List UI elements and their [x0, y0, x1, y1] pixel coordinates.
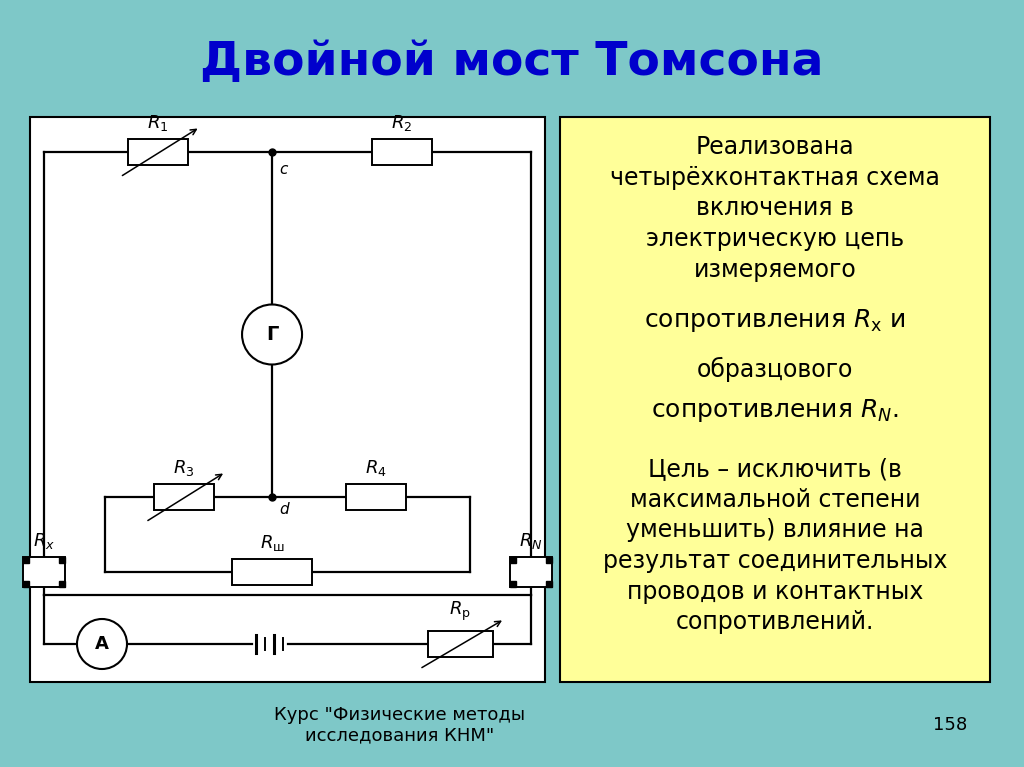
Text: сопротивления $\mathit{R}_N$.: сопротивления $\mathit{R}_N$. [651, 397, 899, 424]
Text: $R_1$: $R_1$ [147, 113, 169, 133]
FancyBboxPatch shape [560, 117, 990, 682]
Bar [510, 557, 552, 587]
Text: $R_N$: $R_N$ [519, 531, 543, 551]
Bar [546, 581, 552, 587]
Text: $R_x$: $R_x$ [33, 531, 55, 551]
Text: d: d [280, 502, 289, 517]
Bar [59, 557, 65, 563]
Text: 158: 158 [933, 716, 967, 734]
Bar [510, 581, 516, 587]
Text: A: A [95, 635, 109, 653]
Bar [510, 557, 516, 563]
Bar [546, 557, 552, 563]
Bar [427, 631, 493, 657]
Bar [346, 484, 407, 510]
Text: Цель – исключить (в
максимальной степени
уменьшить) влияние на
результат соедини: Цель – исключить (в максимальной степени… [603, 457, 947, 634]
Text: образцового: образцового [696, 357, 853, 382]
Text: Г: Г [266, 325, 279, 344]
FancyBboxPatch shape [30, 117, 545, 682]
Circle shape [77, 619, 127, 669]
Text: $R_3$: $R_3$ [173, 458, 195, 478]
Bar [23, 557, 29, 563]
Text: $R_\mathrm{р}$: $R_\mathrm{р}$ [450, 600, 471, 623]
Bar [128, 139, 188, 165]
Text: Двойной мост Томсона: Двойной мост Томсона [201, 39, 823, 84]
Text: c: c [280, 162, 288, 177]
Text: $R_2$: $R_2$ [391, 113, 412, 133]
Text: $R_\mathrm{ш}$: $R_\mathrm{ш}$ [259, 533, 285, 553]
Text: $R_4$: $R_4$ [366, 458, 387, 478]
Text: Реализована
четырёхконтактная схема
включения в
электрическую цепь
измеряемого: Реализована четырёхконтактная схема вклю… [610, 135, 940, 281]
Text: Курс "Физические методы
исследования КНМ": Курс "Физические методы исследования КНМ… [274, 706, 525, 745]
Circle shape [242, 304, 302, 364]
Bar [154, 484, 214, 510]
Text: сопротивления $\mathit{R}_\mathrm{x}$ и: сопротивления $\mathit{R}_\mathrm{x}$ и [644, 307, 905, 334]
Bar [23, 557, 65, 587]
Bar [372, 139, 431, 165]
Bar [232, 559, 312, 585]
Bar [59, 581, 65, 587]
Bar [23, 581, 29, 587]
